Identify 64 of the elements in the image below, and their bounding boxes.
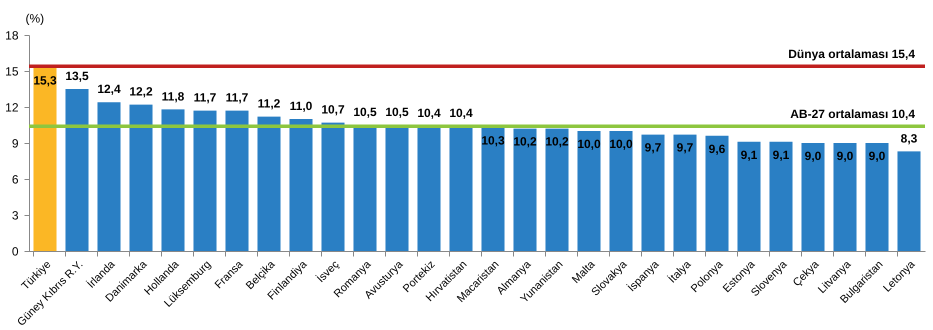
y-tick-label: 6 — [12, 172, 19, 186]
data-label: 11,0 — [290, 99, 313, 113]
data-label: 10,0 — [609, 137, 633, 151]
data-label: 9,0 — [868, 149, 886, 163]
y-tick-label: 12 — [5, 100, 19, 114]
bar — [897, 151, 921, 251]
bar — [417, 126, 441, 251]
data-label: 15,3 — [33, 73, 57, 88]
y-axis-title: (%) — [26, 12, 44, 26]
data-label: 11,7 — [194, 90, 217, 105]
bar — [97, 102, 121, 251]
data-label: 10,3 — [481, 133, 505, 148]
data-label: 10,2 — [545, 134, 569, 149]
data-label: 10,4 — [449, 106, 473, 120]
bar — [481, 127, 505, 251]
bar — [161, 109, 185, 251]
data-label: 9,7 — [644, 140, 662, 155]
bar — [513, 128, 537, 251]
bar — [641, 134, 665, 251]
data-label: 12,4 — [97, 82, 121, 96]
data-label: 10,0 — [577, 137, 601, 151]
bar — [705, 136, 729, 251]
data-label: 9,6 — [708, 142, 726, 156]
y-tick-label: 15 — [5, 64, 19, 78]
data-label: 10,7 — [321, 102, 345, 117]
y-tick-label: 3 — [12, 208, 19, 222]
y-tick-label: 9 — [12, 136, 19, 150]
data-label: 10,4 — [417, 106, 441, 120]
bar — [865, 143, 889, 251]
bar — [449, 126, 473, 251]
bar — [737, 142, 761, 251]
bar — [769, 142, 793, 251]
bar — [193, 110, 217, 251]
bar — [225, 110, 249, 251]
bar — [609, 131, 633, 251]
ref-line-label: AB-27 ortalaması 10,4 — [790, 107, 916, 122]
data-label: 10,5 — [353, 105, 377, 119]
data-label: 11,2 — [258, 96, 281, 111]
data-label: 8,3 — [900, 131, 918, 146]
data-label: 10,2 — [513, 134, 537, 149]
data-label: 9,0 — [804, 149, 822, 163]
bar — [65, 89, 89, 251]
bar — [257, 116, 281, 251]
data-label: 9,1 — [740, 148, 758, 162]
data-label: 9,7 — [676, 140, 694, 155]
y-tick-label: 0 — [12, 244, 19, 258]
bar — [129, 104, 153, 251]
y-tick-label: 18 — [5, 28, 19, 42]
bar — [321, 122, 345, 251]
data-label: 13,5 — [65, 69, 89, 83]
bar — [577, 131, 601, 251]
ref-line-label: Dünya ortalaması 15,4 — [788, 47, 916, 62]
data-label: 9,0 — [836, 149, 854, 163]
data-label: 10,5 — [385, 105, 409, 119]
data-label: 9,1 — [772, 148, 790, 162]
bar — [673, 134, 697, 251]
bar — [801, 143, 825, 251]
bar — [545, 128, 569, 251]
bar — [289, 119, 313, 251]
data-label: 12,2 — [129, 84, 153, 99]
bar — [833, 143, 857, 251]
data-label: 11,8 — [162, 89, 185, 104]
data-label: 11,7 — [226, 90, 249, 105]
bar — [33, 67, 57, 251]
